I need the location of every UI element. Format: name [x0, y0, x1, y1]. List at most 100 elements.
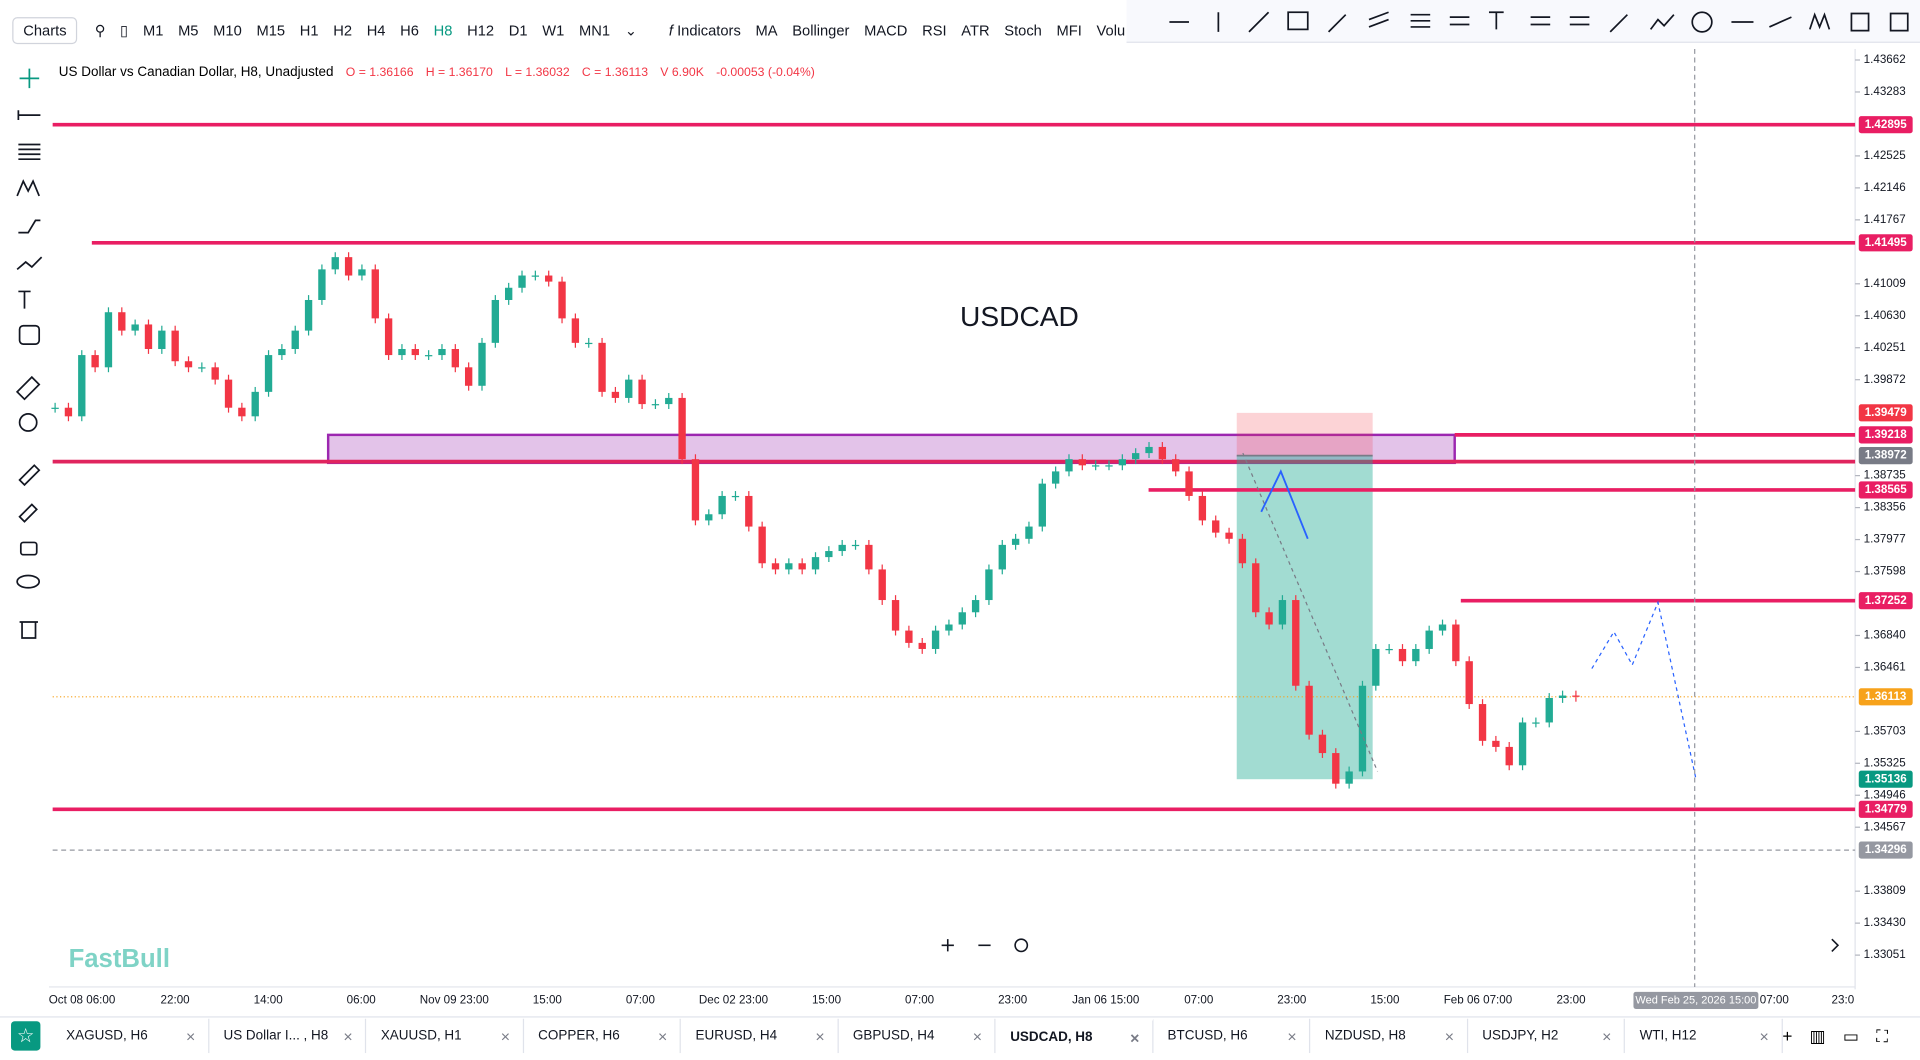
timeframe[interactable]: H12	[467, 22, 495, 40]
search-button[interactable]: ⚲	[94, 22, 106, 40]
tab[interactable]: XAGUSD, H6 ×	[51, 1018, 209, 1054]
ruler-tool[interactable]	[15, 375, 41, 401]
tab[interactable]: WTI, H12 ×	[1625, 1018, 1783, 1054]
timeframe[interactable]: D1	[508, 22, 528, 40]
visibility-tool[interactable]	[16, 574, 41, 589]
indicator[interactable]: RSI	[922, 22, 947, 40]
tab-close[interactable]: ×	[343, 1026, 353, 1046]
rect-tool[interactable]	[1287, 11, 1309, 31]
price-label: 1.41495	[1865, 236, 1908, 249]
time-label: 15:00	[812, 993, 842, 1006]
tab-close[interactable]: ×	[815, 1026, 825, 1046]
indicator[interactable]: Volu	[1096, 22, 1126, 40]
timeframe[interactable]: MN1	[579, 22, 611, 40]
tab-close[interactable]: ×	[658, 1026, 668, 1046]
magnet-tool[interactable]	[18, 464, 41, 487]
lock-tool[interactable]	[19, 541, 38, 556]
timeframe[interactable]: H8	[433, 22, 453, 40]
drawing-tools	[1169, 11, 1909, 33]
candle	[611, 391, 620, 398]
candle	[585, 342, 593, 345]
tab-close[interactable]: ×	[1287, 1026, 1297, 1046]
indicator[interactable]: MACD	[864, 22, 908, 40]
projection	[1591, 600, 1697, 779]
drawing-toolbar	[1126, 0, 1920, 43]
misc-tools[interactable]	[1327, 11, 1675, 33]
candle	[1078, 459, 1086, 466]
zoom-tool[interactable]	[18, 413, 38, 432]
brush-tool[interactable]	[18, 503, 38, 523]
text-tool[interactable]	[18, 290, 31, 309]
candle	[905, 630, 913, 643]
scroll-right[interactable]	[1831, 938, 1840, 952]
candle	[104, 312, 113, 368]
candle	[158, 330, 166, 350]
circle-tool[interactable]	[1691, 11, 1713, 33]
tab[interactable]: COPPER, H6 ×	[523, 1018, 681, 1054]
tab[interactable]: USDCAD, H8 ×	[995, 1018, 1153, 1054]
timeframe[interactable]: H4	[366, 22, 386, 40]
indicator[interactable]: Stoch	[1004, 22, 1042, 40]
tab[interactable]: US Dollar I... , H8 ×	[209, 1018, 367, 1054]
tab-bar: ☆ XAGUSD, H6 × US Dollar I... , H8 × XAUUSD,…	[0, 1016, 1920, 1055]
favorites[interactable]: ☆	[0, 1021, 51, 1051]
tab-close[interactable]: ×	[500, 1026, 511, 1046]
tab-close[interactable]: ×	[1759, 1026, 1769, 1046]
line-tool[interactable]	[17, 110, 41, 121]
candle	[1225, 532, 1233, 539]
tab[interactable]: EURUSD, H4 ×	[681, 1018, 839, 1054]
candle	[451, 349, 459, 368]
timeframes: M1 M5 M10 M15 H1 H2 H4 H6 H8 H12 D1 W1 MN1	[136, 22, 618, 39]
timeframe[interactable]: H1	[299, 22, 319, 40]
indicators-button[interactable]: f Indicators	[668, 22, 741, 40]
change: -0.00053 (-0.04%)	[716, 65, 815, 79]
emoji-tool[interactable]	[18, 324, 41, 345]
tab[interactable]: XAUUSD, H1 ×	[366, 1018, 524, 1054]
more-tools[interactable]	[1731, 12, 1909, 32]
tab-close[interactable]: ×	[186, 1026, 196, 1046]
zoom-controls	[941, 938, 1840, 953]
line-tools[interactable]	[1169, 11, 1270, 33]
zoom-in[interactable]	[941, 939, 954, 952]
timeframe[interactable]: M5	[178, 22, 199, 40]
indicator[interactable]: ATR	[961, 22, 990, 40]
tab-close[interactable]: ×	[1444, 1026, 1455, 1046]
timeframe[interactable]: H6	[400, 22, 419, 40]
price-tick-label: 1.40251	[1864, 341, 1906, 354]
price-label-bg	[1858, 481, 1913, 499]
more-timeframes[interactable]: ⌄	[624, 22, 638, 40]
forecast-tool[interactable]	[18, 219, 41, 234]
tab-actions[interactable]: +▥▭⛶	[1782, 1025, 1906, 1046]
tab[interactable]: USDJPY, H2 ×	[1468, 1018, 1625, 1054]
candle	[1238, 538, 1247, 564]
candle	[971, 600, 980, 613]
indicator[interactable]: Bollinger	[792, 22, 850, 40]
tab-close[interactable]: ×	[972, 1026, 983, 1046]
chart-type-button[interactable]: ▯	[120, 22, 129, 40]
charts-menu[interactable]: Charts	[12, 17, 78, 45]
tab-close[interactable]: ×	[1602, 1026, 1612, 1046]
indicator[interactable]: MA	[755, 22, 778, 40]
timeframe[interactable]: M10	[213, 22, 242, 40]
timeframe[interactable]: W1	[542, 22, 565, 40]
time-label: 23:00	[998, 993, 1028, 1006]
tab[interactable]: BTCUSD, H6 ×	[1153, 1018, 1311, 1054]
tab[interactable]: GBPUSD, H4 ×	[838, 1018, 996, 1054]
reset-zoom[interactable]	[1014, 938, 1029, 953]
timeframe[interactable]: M1	[142, 22, 164, 40]
candle	[1091, 465, 1100, 467]
crosshair-tool[interactable]	[19, 68, 40, 89]
tab-label: XAGUSD, H6	[66, 1028, 148, 1044]
indicator[interactable]: MFI	[1056, 22, 1082, 40]
candle	[785, 563, 793, 570]
delete-tool[interactable]	[19, 621, 38, 639]
tab[interactable]: NZDUSD, H8 ×	[1310, 1018, 1468, 1054]
tab-close[interactable]: ×	[1130, 1027, 1140, 1047]
timeframe[interactable]: H2	[333, 22, 353, 40]
fib-tool[interactable]	[18, 143, 41, 161]
pattern-tool[interactable]	[16, 179, 40, 197]
candle	[1412, 648, 1420, 662]
trend-tool[interactable]	[16, 256, 43, 271]
timeframe[interactable]: M15	[256, 22, 286, 40]
